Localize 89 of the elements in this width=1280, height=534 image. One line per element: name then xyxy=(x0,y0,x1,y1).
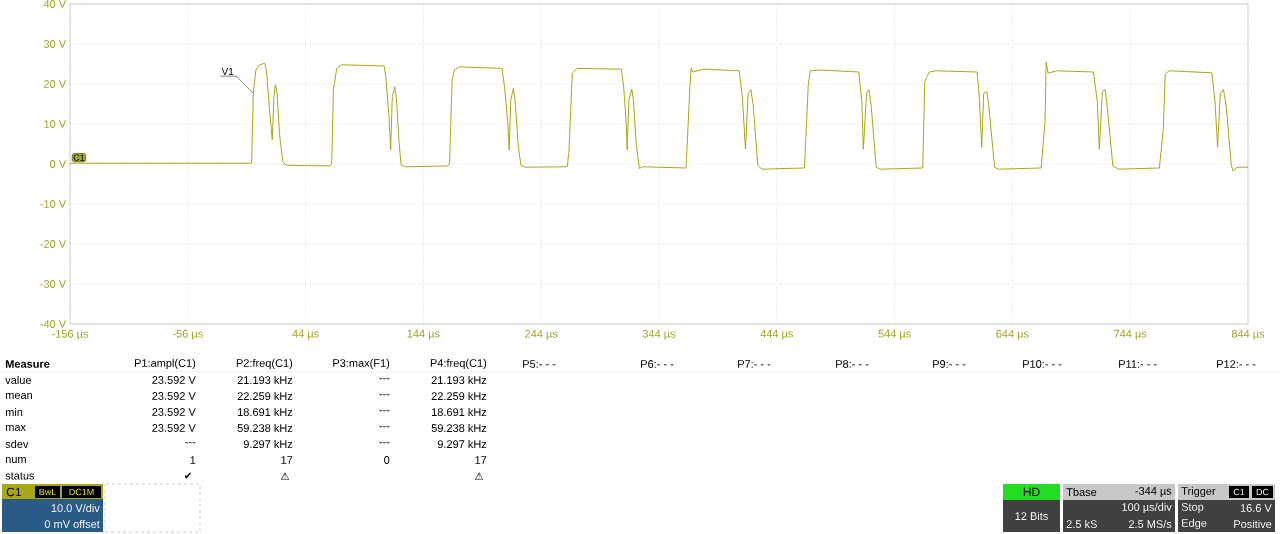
text: 9.297 kHz xyxy=(243,439,293,449)
text: 59.238 kHz xyxy=(237,423,293,433)
x-tick-label: 544 µs xyxy=(878,329,911,340)
text: 18.691 kHz xyxy=(432,407,487,417)
text: mean xyxy=(5,392,32,399)
text: --- xyxy=(185,442,196,444)
y-tick-label: 40 V xyxy=(43,0,67,8)
text: Edge xyxy=(1182,518,1207,530)
x-tick-label: 144 µs xyxy=(407,329,440,340)
x-tick-label: -56 µs xyxy=(172,329,203,340)
text: max xyxy=(5,424,26,431)
text: Tbase xyxy=(1066,487,1097,497)
text: 21.193 kHz xyxy=(237,375,293,385)
text: 100 µs/div xyxy=(1122,502,1172,514)
text: 23.592 V xyxy=(152,376,196,384)
x-tick-label: -156 µs xyxy=(52,329,89,340)
text: --- xyxy=(379,442,390,444)
text: P8:- - - xyxy=(836,360,869,368)
annotation: C1 xyxy=(73,154,85,161)
y-tick-label: 0 V xyxy=(50,160,67,168)
text: DC xyxy=(1256,488,1269,496)
text: P12:- - - xyxy=(1217,360,1256,368)
text: 12 Bits xyxy=(1015,511,1048,521)
text: 0 xyxy=(384,456,390,464)
text: num xyxy=(5,456,26,463)
text: V1 xyxy=(221,68,234,75)
text: 59.238 kHz xyxy=(431,423,487,433)
text: ⚠ xyxy=(281,472,290,480)
text: ✔ xyxy=(184,472,192,479)
text: 17 xyxy=(475,456,487,464)
text: 2.5 kS xyxy=(1066,519,1097,529)
x-tick-label: 344 µs xyxy=(642,329,676,340)
text: P1:ampl(C1) xyxy=(134,358,196,370)
text: P10:- - - xyxy=(1023,360,1062,368)
text: value xyxy=(5,375,32,385)
text: P4:freq(C1) xyxy=(430,358,487,370)
text: BwL xyxy=(39,488,56,496)
x-tick-label: 744 µs xyxy=(1114,329,1147,340)
text: Stop xyxy=(1181,503,1204,513)
text: 23.592 V xyxy=(152,392,196,400)
y-tick-label: -40 V xyxy=(40,320,67,328)
text: --- xyxy=(379,394,390,396)
x-tick-label: 44 µs xyxy=(292,329,319,340)
y-tick-label: -20 V xyxy=(40,240,67,248)
text: P11:- - - xyxy=(1119,360,1157,368)
y-tick-label: 30 V xyxy=(43,40,67,48)
line-series xyxy=(69,61,1249,172)
text: P3:max(F1) xyxy=(333,358,390,370)
x-tick-label: 844 µs xyxy=(1231,329,1265,340)
x-tick-label: 244 µs xyxy=(525,329,558,340)
y-tick-label: -10 V xyxy=(40,200,67,208)
text: 10.0 V/div xyxy=(51,503,100,513)
text: P6:- - - xyxy=(641,360,674,368)
y-tick-label: -30 V xyxy=(40,280,67,288)
text: -344 µs xyxy=(1135,487,1172,497)
text: --- xyxy=(379,410,390,412)
text: P5:- - - xyxy=(523,360,556,368)
text: ⚠ xyxy=(475,472,484,480)
text: status xyxy=(5,472,35,480)
text: 18.691 kHz xyxy=(238,407,293,417)
y-tick-label: 20 V xyxy=(44,80,67,88)
text: sdev xyxy=(5,439,29,449)
text: DC1M xyxy=(69,488,94,496)
text: Trigger xyxy=(1181,486,1216,498)
text: C1 xyxy=(6,487,21,497)
text: Measure xyxy=(5,360,50,368)
text: 0 mV offset xyxy=(44,519,100,529)
text: min xyxy=(5,408,23,416)
text: P7:- - - xyxy=(738,360,771,368)
text: 2.5 MS/s xyxy=(1128,519,1172,529)
text: 21.193 kHz xyxy=(431,375,487,385)
text: 23.592 V xyxy=(152,408,196,416)
text: 16.6 V xyxy=(1240,504,1272,512)
text: 17 xyxy=(281,456,293,464)
text: --- xyxy=(379,426,390,428)
text: 22.259 kHz xyxy=(431,391,487,401)
text: C1 xyxy=(1233,488,1245,496)
text: 9.297 kHz xyxy=(437,439,487,449)
text: 1 xyxy=(190,456,196,464)
text: Positive xyxy=(1234,519,1272,529)
text: HD xyxy=(1023,487,1040,497)
text: 22.259 kHz xyxy=(237,391,293,401)
text: 23.592 V xyxy=(152,424,196,432)
text: --- xyxy=(379,378,390,380)
x-tick-label: 444 µs xyxy=(760,329,793,340)
text: P2:freq(C1) xyxy=(236,358,293,370)
y-tick-label: 10 V xyxy=(44,120,67,128)
text: P9:- - - xyxy=(933,360,966,368)
x-tick-label: 644 µs xyxy=(996,329,1029,340)
